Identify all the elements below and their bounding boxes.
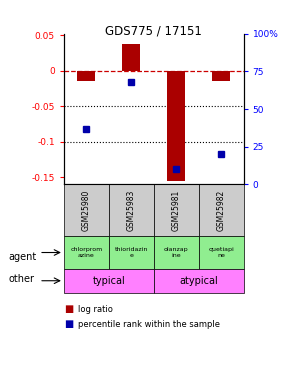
Text: atypical: atypical xyxy=(179,276,218,286)
FancyBboxPatch shape xyxy=(199,184,244,236)
Text: ■: ■ xyxy=(64,320,73,329)
FancyBboxPatch shape xyxy=(109,184,154,236)
FancyBboxPatch shape xyxy=(64,236,109,269)
Text: GSM25981: GSM25981 xyxy=(172,189,181,231)
Text: thioridazin
e: thioridazin e xyxy=(115,247,148,258)
Text: other: other xyxy=(9,274,35,284)
Bar xyxy=(77,70,95,81)
Bar xyxy=(122,44,140,70)
Bar xyxy=(212,70,230,81)
Text: agent: agent xyxy=(9,252,37,262)
FancyBboxPatch shape xyxy=(154,269,244,292)
Text: GDS775 / 17151: GDS775 / 17151 xyxy=(105,24,202,38)
FancyBboxPatch shape xyxy=(109,236,154,269)
Text: quetiapi
ne: quetiapi ne xyxy=(208,247,234,258)
FancyBboxPatch shape xyxy=(64,184,109,236)
Text: GSM25980: GSM25980 xyxy=(82,189,91,231)
FancyBboxPatch shape xyxy=(199,236,244,269)
Text: percentile rank within the sample: percentile rank within the sample xyxy=(78,320,220,329)
Text: olanzap
ine: olanzap ine xyxy=(164,247,189,258)
Text: GSM25982: GSM25982 xyxy=(217,189,226,231)
FancyBboxPatch shape xyxy=(64,269,154,292)
Text: typical: typical xyxy=(93,276,125,286)
FancyBboxPatch shape xyxy=(154,236,199,269)
Bar xyxy=(167,70,185,181)
Text: ■: ■ xyxy=(64,304,73,314)
Text: GSM25983: GSM25983 xyxy=(127,189,136,231)
Text: chlorprom
azine: chlorprom azine xyxy=(70,247,102,258)
FancyBboxPatch shape xyxy=(154,184,199,236)
Text: log ratio: log ratio xyxy=(78,305,113,314)
